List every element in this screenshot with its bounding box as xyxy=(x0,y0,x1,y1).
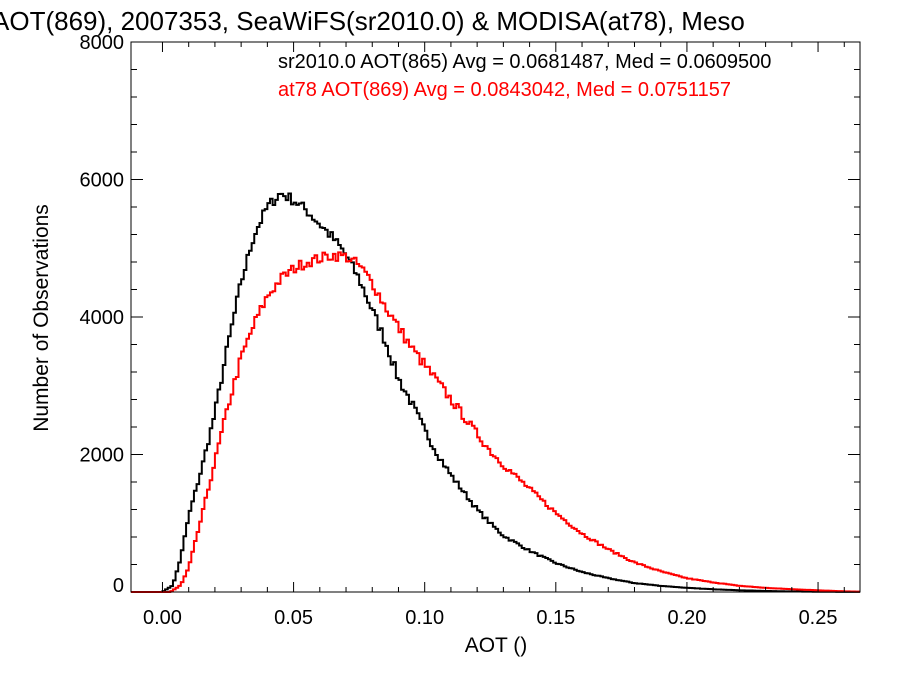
annotation-red-stats: at78 AOT(869) Avg = 0.0843042, Med = 0.0… xyxy=(278,79,731,101)
x-tick-label: 0.00 xyxy=(143,607,182,629)
y-tick-label: 4000 xyxy=(80,307,125,329)
y-tick-label: 6000 xyxy=(80,170,125,192)
series-line-red xyxy=(131,251,860,593)
axis-ticks: 0.00 0.05 0.10 0.15 0.20 0.25 0 2000 4000 6000 800… xyxy=(80,32,860,629)
y-tick-label: 8000 xyxy=(80,32,125,54)
series-line-black xyxy=(131,192,860,593)
x-tick-label: 0.25 xyxy=(799,607,838,629)
x-tick-label: 0.20 xyxy=(667,607,706,629)
x-tick-label: 0.05 xyxy=(274,607,313,629)
plot-frame xyxy=(130,41,861,593)
x-tick-label: 0.10 xyxy=(405,607,444,629)
chart-title: AOT(869), 2007353, SeaWiFS(sr2010.0) & M… xyxy=(0,6,745,36)
y-tick-label: 0 xyxy=(113,575,124,597)
series-layer xyxy=(131,192,860,593)
y-axis-label: Number of Observations xyxy=(30,204,53,432)
x-tick-label: 0.15 xyxy=(536,607,575,629)
x-axis-label: AOT () xyxy=(465,634,528,657)
annotation-black-stats: sr2010.0 AOT(865) Avg = 0.0681487, Med =… xyxy=(278,51,771,73)
y-tick-label: 2000 xyxy=(80,445,125,467)
